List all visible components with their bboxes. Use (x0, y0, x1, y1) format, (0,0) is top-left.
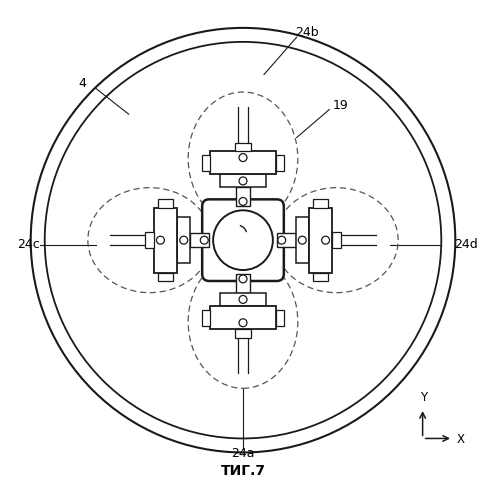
Bar (236, 188, 250, 206)
Bar (202, 310, 210, 325)
Bar (276, 155, 284, 171)
Text: 24c: 24c (17, 239, 40, 251)
Bar (236, 274, 250, 293)
Bar (309, 208, 332, 273)
Text: 24b: 24b (295, 26, 319, 39)
Bar (332, 232, 341, 249)
Bar (235, 143, 251, 151)
Bar (220, 174, 266, 188)
Bar (210, 151, 276, 174)
Bar (210, 306, 276, 329)
FancyBboxPatch shape (202, 199, 284, 281)
Bar (220, 293, 266, 306)
Bar (157, 199, 174, 208)
Bar (202, 155, 210, 171)
Bar (145, 232, 154, 249)
Text: ΤИГ.7: ΤИГ.7 (221, 464, 265, 478)
Text: 24d: 24d (454, 239, 478, 251)
Text: X: X (457, 433, 465, 446)
Bar (312, 199, 329, 208)
Bar (177, 217, 191, 263)
Text: 24a: 24a (231, 447, 255, 461)
Text: Y: Y (420, 391, 428, 404)
Bar (110, 235, 376, 246)
Text: 4: 4 (78, 77, 86, 90)
Bar (276, 310, 284, 325)
Bar (235, 329, 251, 338)
Bar (154, 208, 177, 273)
Bar (312, 273, 329, 281)
Text: 19: 19 (333, 99, 349, 112)
Bar (191, 233, 209, 247)
Bar (277, 233, 295, 247)
Bar (157, 273, 174, 281)
Bar (295, 217, 309, 263)
Bar (238, 107, 248, 373)
